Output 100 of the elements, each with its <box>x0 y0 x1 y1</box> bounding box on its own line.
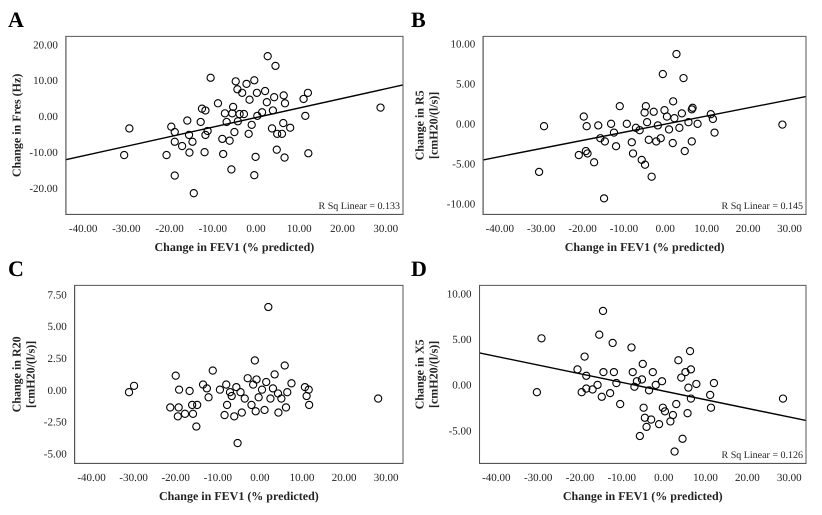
point <box>244 374 252 382</box>
point <box>670 447 679 456</box>
y-tick-label: 10.00 <box>446 288 472 300</box>
point <box>642 118 652 126</box>
point <box>250 356 259 365</box>
point <box>683 409 692 418</box>
y-tick-label: 0.00 <box>452 380 472 392</box>
point <box>684 383 693 392</box>
x-tick-label: 10.00 <box>290 472 315 484</box>
y-tick-label: -20.00 <box>29 183 58 196</box>
point <box>274 408 283 417</box>
x-axis-title: Change in FEV1 (% predicted) <box>564 240 724 254</box>
point <box>590 158 598 166</box>
point <box>664 125 674 134</box>
point <box>247 400 256 410</box>
point <box>583 149 592 158</box>
x-tick-label: 20.00 <box>332 472 357 484</box>
point <box>660 407 670 416</box>
x-tick-label: 20.00 <box>330 222 356 235</box>
point <box>658 404 668 412</box>
y-tick-label: 10.00 <box>450 38 476 50</box>
x-tick-label: -10.00 <box>608 472 637 484</box>
point <box>593 380 602 390</box>
point <box>632 124 640 132</box>
point <box>582 146 590 156</box>
x-tick-label: -20.00 <box>162 472 190 484</box>
point <box>204 393 213 402</box>
point <box>174 386 184 394</box>
y-axis-title: Change in X5 [cmH20/(l/s)] <box>412 339 441 410</box>
point <box>573 365 582 374</box>
point <box>595 330 604 339</box>
point <box>270 370 279 379</box>
point <box>185 386 194 396</box>
point <box>627 343 636 352</box>
x-tick-label: -20.00 <box>566 472 595 484</box>
point <box>778 394 788 403</box>
point <box>616 102 624 110</box>
point <box>647 172 656 181</box>
point <box>635 126 644 134</box>
y-axis-title: Change in Fres (Hz) <box>9 74 24 178</box>
point <box>639 404 648 412</box>
point <box>260 406 269 414</box>
point <box>198 380 208 389</box>
point <box>680 146 689 156</box>
x-tick-label: -10.00 <box>198 222 228 235</box>
point <box>606 388 614 398</box>
point <box>710 128 719 137</box>
point <box>180 410 190 418</box>
point <box>640 414 650 422</box>
point <box>600 137 610 146</box>
point <box>264 302 272 312</box>
point <box>688 137 696 146</box>
y-tick-label: 7.50 <box>47 289 68 302</box>
point <box>304 386 313 394</box>
point <box>672 400 680 408</box>
point <box>374 394 382 403</box>
point <box>582 372 590 380</box>
point <box>252 407 260 416</box>
point <box>644 386 654 395</box>
point <box>778 120 787 129</box>
point <box>534 168 544 176</box>
x-axis-title: Change in FEV1 (% predicted) <box>562 488 723 503</box>
point <box>222 400 232 410</box>
point <box>252 375 261 384</box>
point <box>540 122 548 130</box>
point <box>193 400 202 410</box>
point <box>670 114 679 122</box>
point <box>642 102 650 110</box>
point <box>654 420 664 428</box>
point <box>654 121 662 130</box>
y-tick-label: -5.00 <box>452 158 476 171</box>
chart-title: D <box>411 256 427 281</box>
point <box>669 97 678 106</box>
point <box>646 415 656 424</box>
point <box>628 138 636 146</box>
point <box>606 120 616 128</box>
point <box>300 382 310 392</box>
y-tick-label: 0.00 <box>47 384 68 397</box>
x-tick-label: 30.00 <box>776 472 802 484</box>
y-tick-label: 5.00 <box>47 321 68 334</box>
point <box>582 122 591 130</box>
point <box>202 384 212 393</box>
point <box>188 400 196 410</box>
y-axis-title: Change in R5 [cmH20/(l/s)] <box>412 90 441 160</box>
point <box>656 134 665 142</box>
x-tick-label: -40.00 <box>68 222 98 235</box>
y-tick-label: -5.00 <box>44 448 68 460</box>
x-tick-label: 10.00 <box>694 222 720 235</box>
point <box>598 306 608 316</box>
point <box>208 366 217 375</box>
point <box>688 104 697 112</box>
chart-title: A <box>8 6 24 32</box>
x-tick-label: -40.00 <box>482 472 511 484</box>
point <box>599 368 608 376</box>
point <box>274 389 282 398</box>
point <box>172 372 180 380</box>
point <box>188 410 198 418</box>
x-tick-label: 0.00 <box>246 222 266 235</box>
x-tick-label: 20.00 <box>735 472 760 484</box>
point <box>658 377 666 386</box>
